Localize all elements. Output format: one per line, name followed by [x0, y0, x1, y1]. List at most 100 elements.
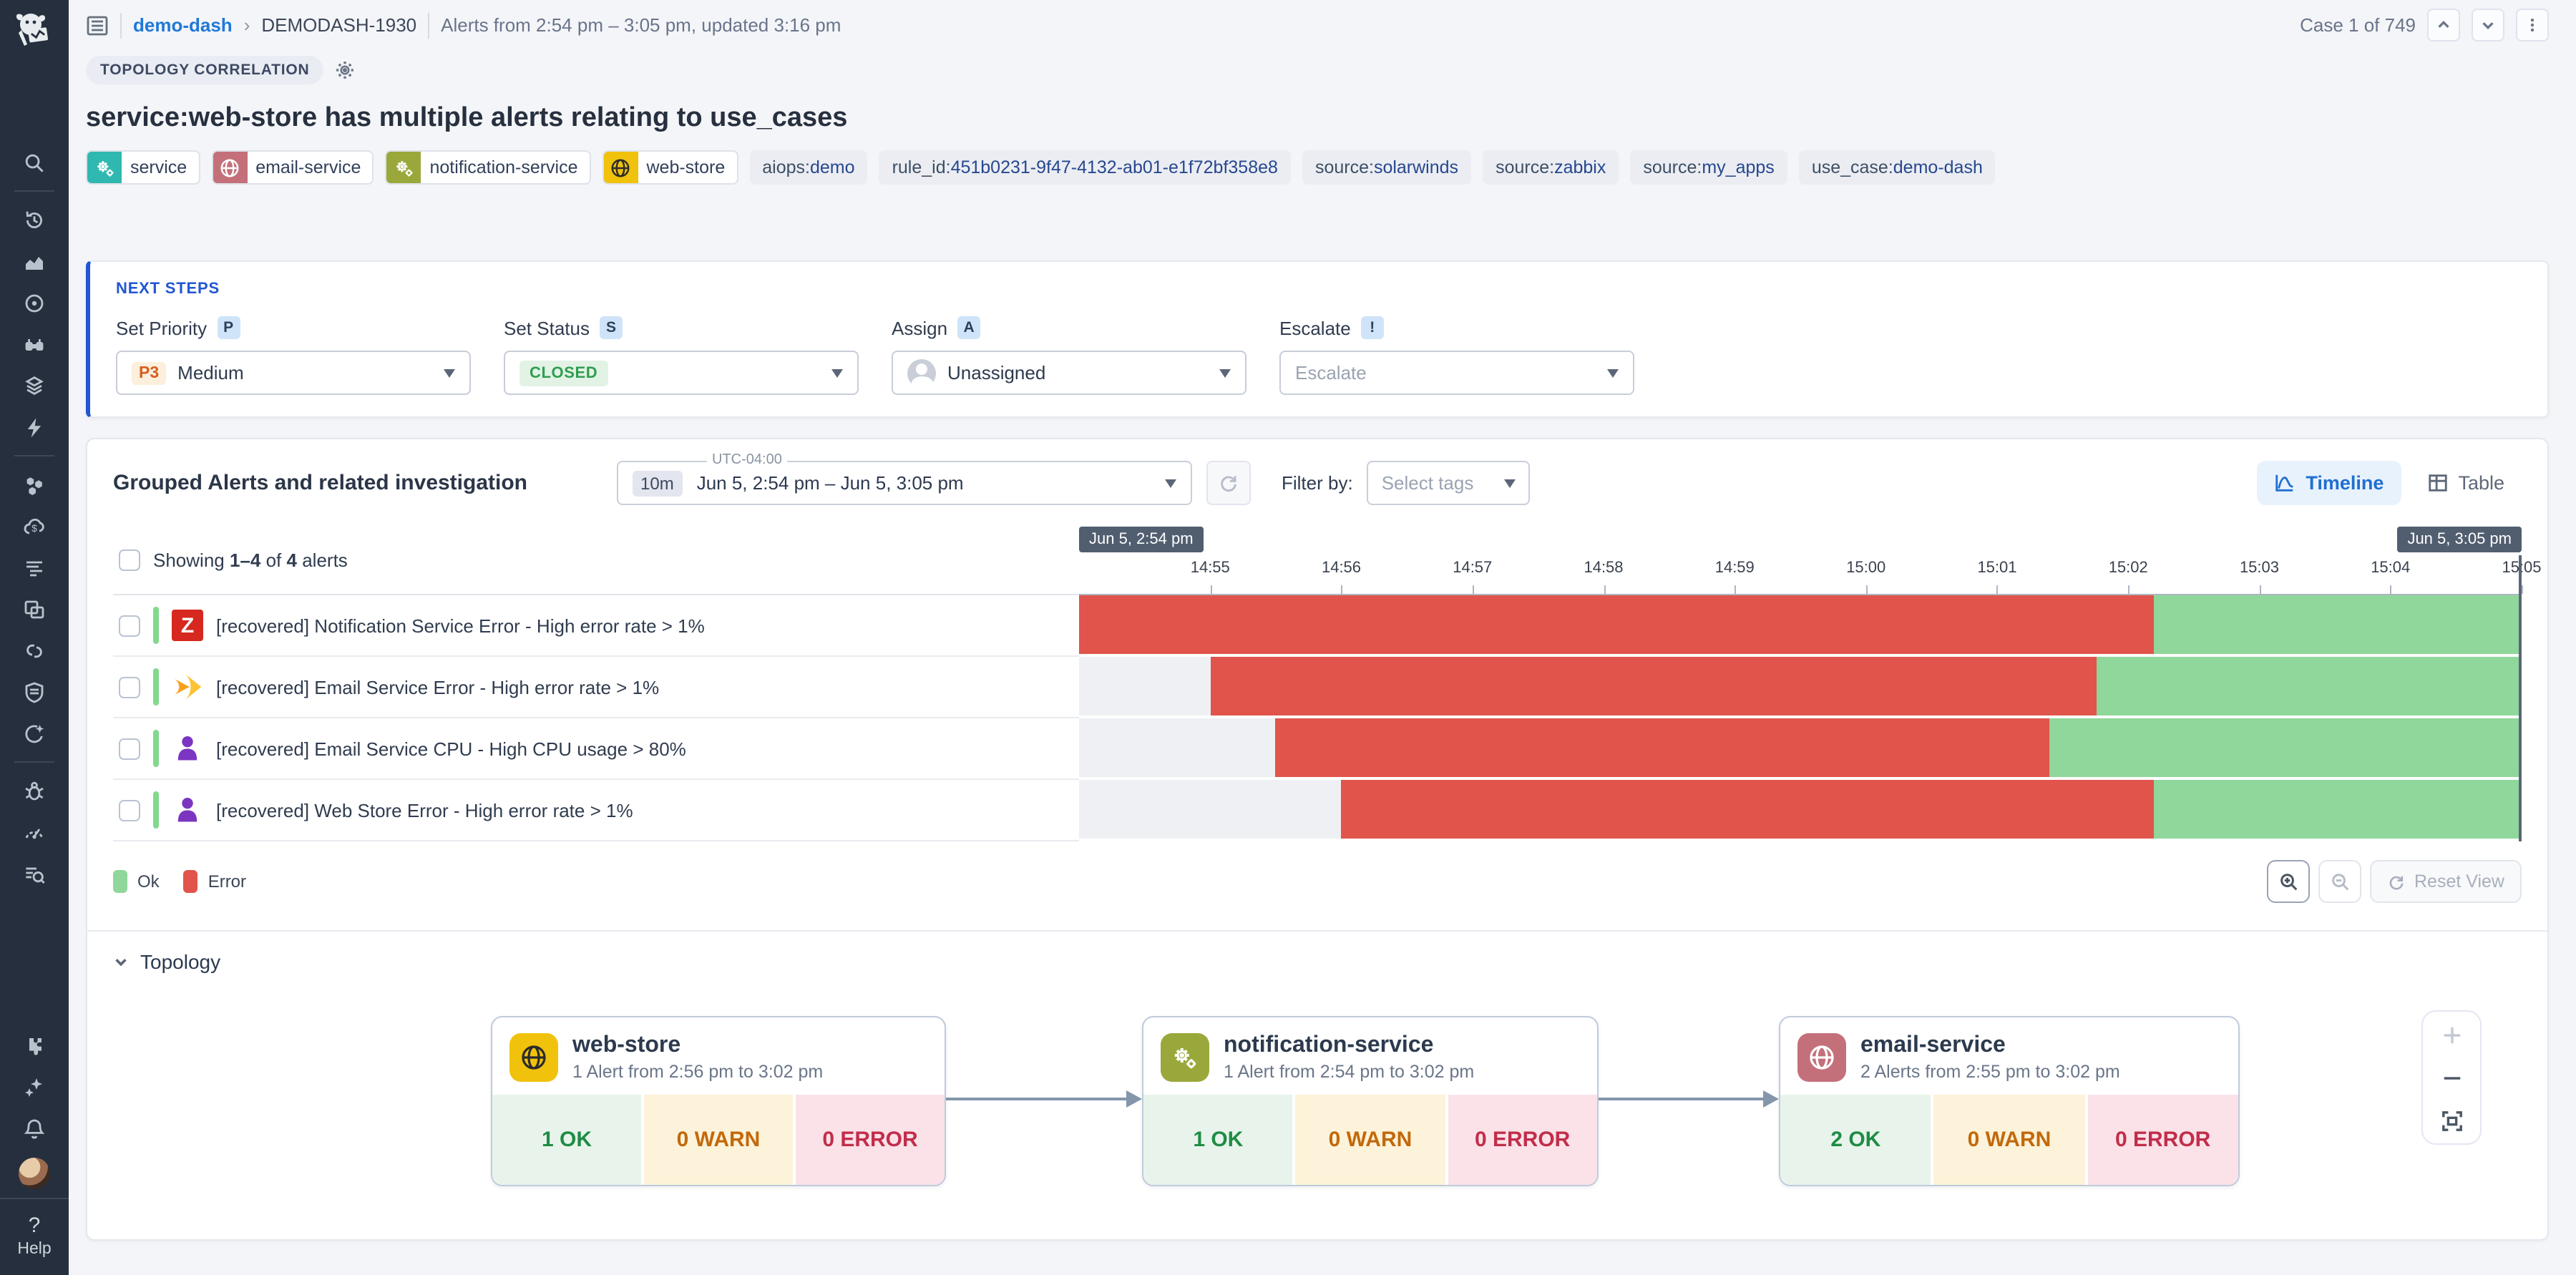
escalate-select[interactable]: Escalate — [1279, 351, 1634, 395]
tag-value: zabbix — [1554, 157, 1606, 177]
time-range-select[interactable]: UTC-04:00 10m Jun 5, 2:54 pm – Jun 5, 3:… — [616, 452, 1191, 505]
alert-row[interactable]: [recovered] Email Service CPU - High CPU… — [113, 718, 2522, 780]
gears-icon — [386, 152, 421, 183]
datadog-logo[interactable] — [10, 7, 59, 56]
notifications-icon[interactable] — [20, 1114, 49, 1143]
tab-table[interactable]: Table — [2409, 461, 2522, 505]
axis-tick-mark — [1996, 585, 1999, 594]
zabbix-icon: Z — [172, 610, 203, 641]
fit-to-screen-button[interactable] — [2440, 1109, 2463, 1132]
prev-case-button[interactable] — [2427, 9, 2460, 41]
sidebar-divider — [14, 761, 54, 763]
status-select[interactable]: CLOSED — [504, 351, 859, 395]
status-label: Set Status — [504, 317, 590, 338]
integrations-icon[interactable] — [20, 1031, 49, 1060]
tag-pill[interactable]: source: my_apps — [1630, 150, 1787, 185]
tag-key: rule_id: — [892, 157, 951, 177]
globe-icon — [1797, 1033, 1846, 1082]
alert-row[interactable]: Z [recovered] Notification Service Error … — [113, 595, 2522, 657]
alert-checkbox[interactable] — [119, 676, 140, 698]
zoom-out-button[interactable] — [2440, 1066, 2463, 1089]
topology-node-email-service[interactable]: email-service 2 Alerts from 2:55 pm to 3… — [1779, 1016, 2240, 1186]
dashboards-icon[interactable] — [20, 371, 49, 400]
gear-icon[interactable] — [336, 60, 356, 80]
reset-view-button[interactable]: Reset View — [2370, 860, 2522, 903]
case-list-icon[interactable] — [86, 14, 109, 36]
topology-title: Topology — [140, 950, 221, 973]
alert-status-bar[interactable] — [1079, 780, 2522, 841]
tag-pill[interactable]: email-service — [211, 150, 374, 185]
refresh-button[interactable] — [1206, 461, 1250, 505]
cloud-cost-icon[interactable]: $ — [20, 512, 49, 540]
segment-ok — [2153, 595, 2522, 654]
tag-pill[interactable]: use_case: demo-dash — [1798, 150, 1996, 185]
priority-select[interactable]: P3 Medium — [116, 351, 471, 395]
rum-icon[interactable] — [20, 595, 49, 623]
priority-badge: P3 — [132, 361, 167, 384]
assign-value: Unassigned — [947, 362, 1046, 384]
events-icon[interactable] — [20, 413, 49, 441]
audit-trail-icon[interactable] — [20, 859, 49, 888]
topology-node-notification-service[interactable]: notification-service 1 Alert from 2:54 p… — [1142, 1016, 1599, 1186]
kebab-menu-button[interactable] — [2516, 9, 2549, 41]
topology-toggle[interactable]: Topology — [113, 950, 2547, 973]
alert-checkbox[interactable] — [119, 799, 140, 821]
tag-pill[interactable]: notification-service — [385, 150, 591, 185]
user-avatar[interactable] — [19, 1158, 50, 1189]
error-tracking-icon[interactable] — [20, 776, 49, 805]
status-accent-bar — [153, 668, 159, 705]
node-name: notification-service — [1224, 1033, 1434, 1058]
search-icon[interactable] — [20, 148, 49, 177]
apm-icon[interactable] — [20, 288, 49, 317]
topology-node-web-store[interactable]: web-store 1 Alert from 2:56 pm to 3:02 p… — [491, 1016, 946, 1186]
metrics-icon[interactable] — [20, 247, 49, 275]
quality-gauge-icon[interactable] — [20, 818, 49, 846]
tag-key: aiops: — [762, 157, 810, 177]
divider — [87, 930, 2547, 932]
help-button[interactable]: ? Help — [0, 1198, 69, 1275]
tag-pill[interactable]: aiops: demo — [749, 150, 868, 185]
chevron-right-icon: › — [243, 14, 250, 36]
tag-label: notification-service — [429, 157, 578, 177]
tag-pill[interactable]: service — [86, 150, 200, 185]
security-icon[interactable] — [20, 678, 49, 706]
zoom-in-button[interactable] — [2267, 860, 2310, 903]
next-case-button[interactable] — [2472, 9, 2504, 41]
alert-row[interactable]: [recovered] Email Service Error - High e… — [113, 657, 2522, 718]
caret-down-icon — [444, 368, 455, 377]
showing-count: Showing 1–4 of 4 alerts — [153, 549, 348, 571]
tag-pill[interactable]: rule_id: 451b0231-9f47-4132-ab01-e1f72bf3… — [879, 150, 1291, 185]
priority-value: Medium — [177, 362, 244, 384]
case-counter: Case 1 of 749 — [2300, 14, 2416, 36]
tag-pill[interactable]: source: zabbix — [1483, 150, 1619, 185]
alert-status-bar[interactable] — [1079, 657, 2522, 718]
alert-status-bar[interactable] — [1079, 718, 2522, 780]
axis-tick-label: 15:03 — [2239, 560, 2279, 577]
tag-pill[interactable]: source: solarwinds — [1302, 150, 1472, 185]
tab-timeline[interactable]: Timeline — [2257, 461, 2401, 505]
watchdog-icon[interactable] — [20, 330, 49, 358]
ai-assistant-icon[interactable] — [20, 719, 49, 748]
next-steps-panel: NEXT STEPS Set Priority P P3 Medium Set … — [86, 260, 2549, 418]
infrastructure-icon[interactable] — [20, 470, 49, 499]
ci-cd-icon[interactable] — [20, 636, 49, 665]
ok-count: 1 OK — [492, 1095, 641, 1185]
zoom-out-button[interactable] — [2318, 860, 2361, 903]
history-icon[interactable] — [20, 205, 49, 234]
gears-icon — [87, 152, 122, 183]
filter-tags-select[interactable]: Select tags — [1367, 461, 1531, 505]
alert-status-bar[interactable] — [1079, 595, 2522, 657]
time-axis[interactable]: Jun 5, 2:54 pm Jun 5, 3:05 pm 14:55 14:56… — [1079, 527, 2542, 595]
alert-row[interactable]: [recovered] Web Store Error - High error… — [113, 780, 2522, 841]
assign-select[interactable]: Unassigned — [892, 351, 1246, 395]
zoom-in-button[interactable] — [2440, 1023, 2463, 1046]
bits-ai-icon[interactable] — [20, 1073, 49, 1101]
tag-pill[interactable]: web-store — [602, 150, 738, 185]
alert-checkbox[interactable] — [119, 738, 140, 759]
alert-checkbox[interactable] — [119, 615, 140, 636]
sidebar-nav: $ — [0, 142, 69, 1198]
breadcrumb-parent[interactable]: demo-dash — [133, 14, 233, 36]
logs-icon[interactable] — [20, 553, 49, 582]
select-all-checkbox[interactable] — [119, 549, 140, 571]
caret-down-icon — [1219, 368, 1231, 377]
